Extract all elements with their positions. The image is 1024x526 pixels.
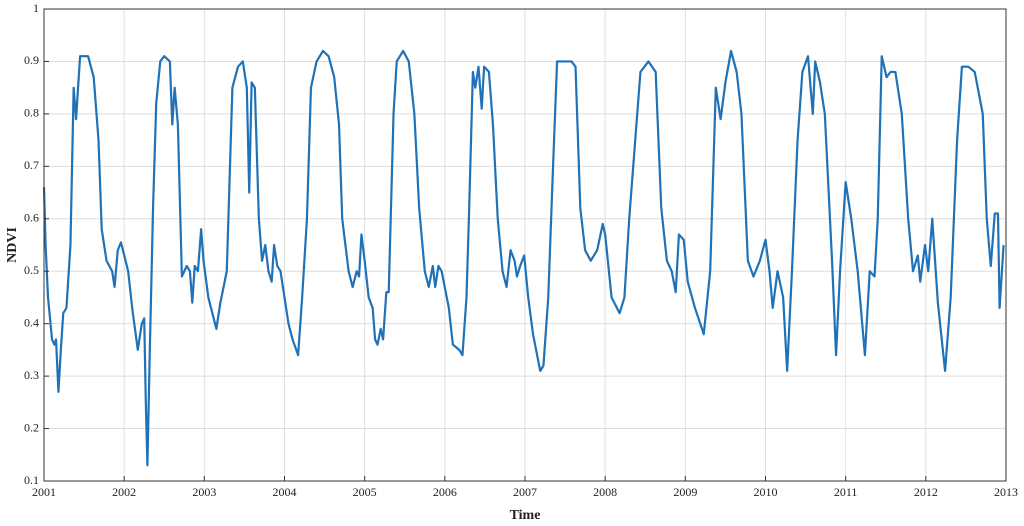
x-tick-label: 2004 (273, 485, 297, 499)
x-tick-label: 2009 (673, 485, 697, 499)
labels: 0.1 0.2 0.3 0.4 0.5 0.6 0.7 0.8 0.9 1 2001 2002 2003… (24, 1, 1018, 499)
x-tick-label: 2012 (914, 485, 938, 499)
x-tick-label: 2011 (834, 485, 858, 499)
x-tick-label: 2005 (353, 485, 377, 499)
x-tick-label: 2007 (513, 485, 537, 499)
x-tick-label: 2003 (192, 485, 216, 499)
x-axis-label: Time (510, 508, 541, 523)
y-tick-label: 0.4 (24, 315, 39, 329)
lines (42, 49, 1005, 467)
y-tick-label: 0.5 (24, 263, 39, 277)
data-line (42, 49, 1005, 467)
y-tick-label: 0.6 (24, 211, 39, 225)
y-tick-label: 0.7 (24, 158, 39, 172)
x-tick-label: 2002 (112, 485, 136, 499)
y-tick-label: 0.3 (24, 368, 39, 382)
y-tick-label: 0.9 (24, 53, 39, 67)
y-tick-label: 1 (33, 1, 39, 15)
x-tick-label: 2006 (433, 485, 457, 499)
y-tick-label: 0.2 (24, 420, 39, 434)
y-axis-label: NDVI (5, 227, 20, 263)
x-tick-label: 2013 (994, 485, 1018, 499)
x-tick-label: 2010 (754, 485, 778, 499)
x-tick-label: 2008 (593, 485, 617, 499)
y-tick-label: 0.8 (24, 106, 39, 120)
x-tick-label: 2001 (32, 485, 56, 499)
y-tick-label: 0.1 (24, 473, 39, 487)
